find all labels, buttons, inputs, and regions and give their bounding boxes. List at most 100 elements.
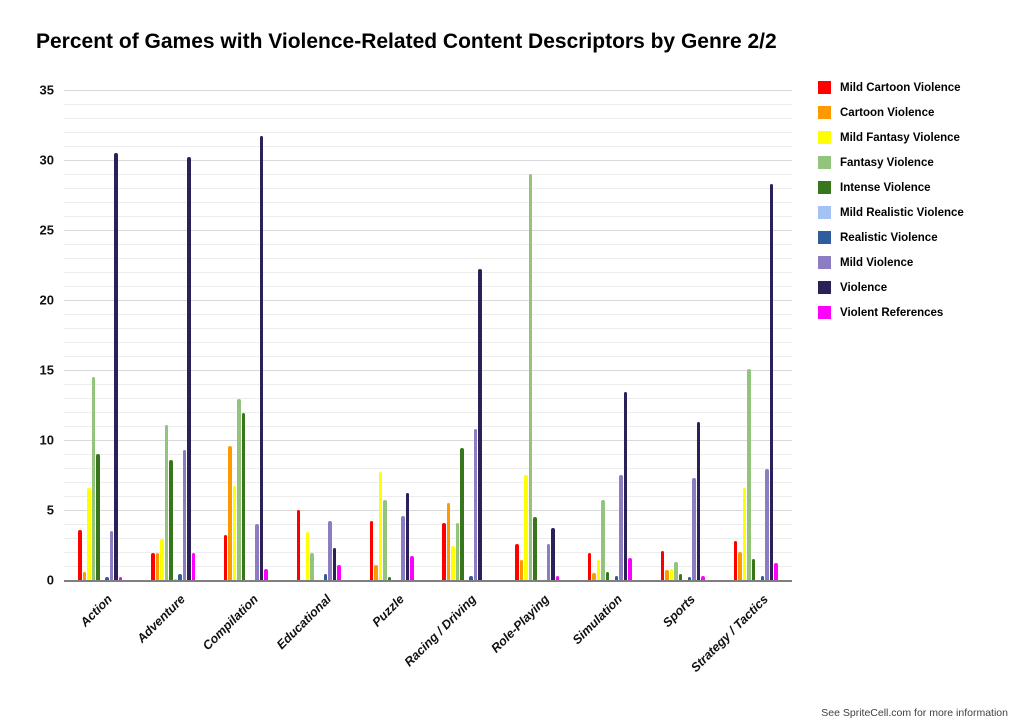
x-tick-label: Simulation — [569, 592, 625, 648]
x-tick-label: Adventure — [134, 592, 189, 646]
bar — [164, 424, 169, 580]
bar — [305, 532, 310, 580]
legend-label: Mild Realistic Violence — [840, 206, 964, 219]
bar — [765, 469, 769, 580]
legend-swatch-icon — [818, 206, 831, 219]
bar — [228, 445, 232, 580]
legend-item: Cartoon Violence — [818, 106, 964, 119]
legend-item: Mild Fantasy Violence — [818, 131, 964, 144]
bar — [255, 524, 259, 580]
gridline — [64, 398, 792, 399]
bar — [410, 556, 414, 580]
gridline — [64, 300, 792, 301]
gridline — [64, 230, 792, 231]
bar — [546, 543, 551, 580]
legend-label: Violence — [840, 281, 888, 294]
bar — [446, 503, 451, 580]
bar — [674, 561, 678, 580]
y-tick-label: 30 — [39, 152, 54, 168]
plot-area: 0 5 10 15 20 25 30 35 — [40, 83, 792, 588]
bar — [337, 564, 341, 580]
bar — [296, 510, 301, 580]
bar — [78, 529, 82, 580]
bar-group-strategy-tactics — [719, 90, 792, 580]
gridline — [64, 440, 792, 441]
bar-group-sports — [646, 90, 719, 580]
bar — [378, 472, 383, 580]
bar — [747, 368, 751, 580]
bar — [96, 454, 100, 580]
bar — [592, 573, 596, 580]
legend-swatch-icon — [818, 81, 831, 94]
legend-label: Realistic Violence — [840, 231, 938, 244]
gridline — [64, 384, 792, 385]
x-tick-label: Puzzle — [369, 592, 407, 630]
bar — [328, 521, 332, 580]
gridline — [64, 244, 792, 245]
legend-label: Mild Violence — [840, 256, 914, 269]
gridline — [64, 286, 792, 287]
bar — [678, 574, 683, 580]
bar — [751, 559, 756, 580]
bar — [82, 571, 87, 580]
y-tick-label: 5 — [46, 502, 54, 518]
bar — [178, 574, 182, 580]
bar — [451, 546, 455, 580]
y-tick-label: 35 — [39, 82, 54, 98]
bar — [769, 183, 774, 580]
gridline — [64, 482, 792, 483]
x-tick-label: Role-Playing — [488, 592, 553, 656]
gridline — [64, 510, 792, 511]
gridline — [64, 132, 792, 133]
legend-swatch-icon — [818, 131, 831, 144]
x-tick-label: Racing / Driving — [402, 592, 480, 670]
bar — [259, 136, 264, 580]
bar-group-racing-driving — [428, 90, 501, 580]
bar — [191, 553, 196, 580]
gridline — [64, 188, 792, 189]
gridline — [64, 454, 792, 455]
bar — [460, 448, 464, 580]
gridline — [64, 342, 792, 343]
bar — [264, 568, 268, 580]
bar — [623, 392, 628, 580]
bar — [760, 575, 765, 580]
legend-swatch-icon — [818, 181, 831, 194]
bar — [605, 571, 610, 580]
bar — [405, 493, 410, 580]
gridline — [64, 524, 792, 525]
gridline — [64, 272, 792, 273]
bar — [774, 563, 778, 580]
bar-group-simulation — [574, 90, 647, 580]
bar — [519, 560, 524, 580]
legend: Mild Cartoon Violence Cartoon Violence Mil… — [818, 81, 964, 331]
bar — [374, 564, 378, 580]
legend-swatch-icon — [818, 306, 831, 319]
legend-label: Mild Cartoon Violence — [840, 81, 961, 94]
bar — [696, 421, 701, 580]
gridline — [64, 216, 792, 217]
bar-group-compilation — [210, 90, 283, 580]
gridline — [64, 426, 792, 427]
legend-label: Violent References — [840, 306, 944, 319]
x-tick-label: Sports — [659, 592, 698, 630]
gridline — [64, 174, 792, 175]
bar — [692, 477, 696, 580]
legend-item: Violence — [818, 281, 964, 294]
bar — [310, 553, 314, 580]
bar — [109, 531, 114, 580]
legend-label: Fantasy Violence — [840, 156, 934, 169]
legend-swatch-icon — [818, 156, 831, 169]
bar — [701, 575, 705, 580]
bar — [87, 487, 91, 580]
bar — [669, 568, 674, 580]
bar — [369, 521, 374, 580]
bar — [614, 575, 619, 580]
legend-item: Realistic Violence — [818, 231, 964, 244]
bar — [241, 413, 246, 580]
bar — [587, 553, 592, 580]
bar — [118, 577, 123, 580]
gridline — [64, 412, 792, 413]
y-tick-label: 15 — [39, 362, 54, 378]
